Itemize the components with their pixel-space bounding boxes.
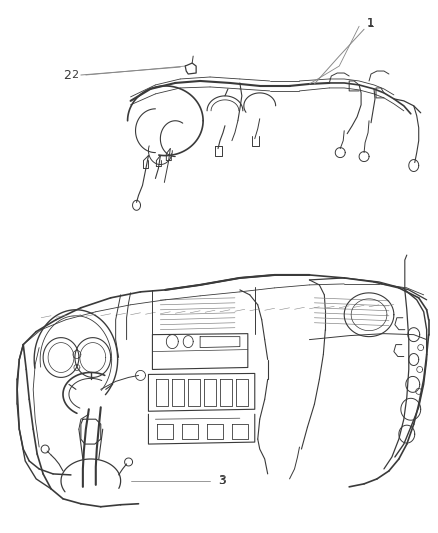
Text: 2: 2 xyxy=(63,69,71,82)
Text: 1: 1 xyxy=(367,17,375,30)
Text: 3: 3 xyxy=(218,476,225,486)
Text: 2: 2 xyxy=(71,70,78,80)
Text: 1: 1 xyxy=(367,18,374,28)
Text: 3: 3 xyxy=(218,474,226,487)
